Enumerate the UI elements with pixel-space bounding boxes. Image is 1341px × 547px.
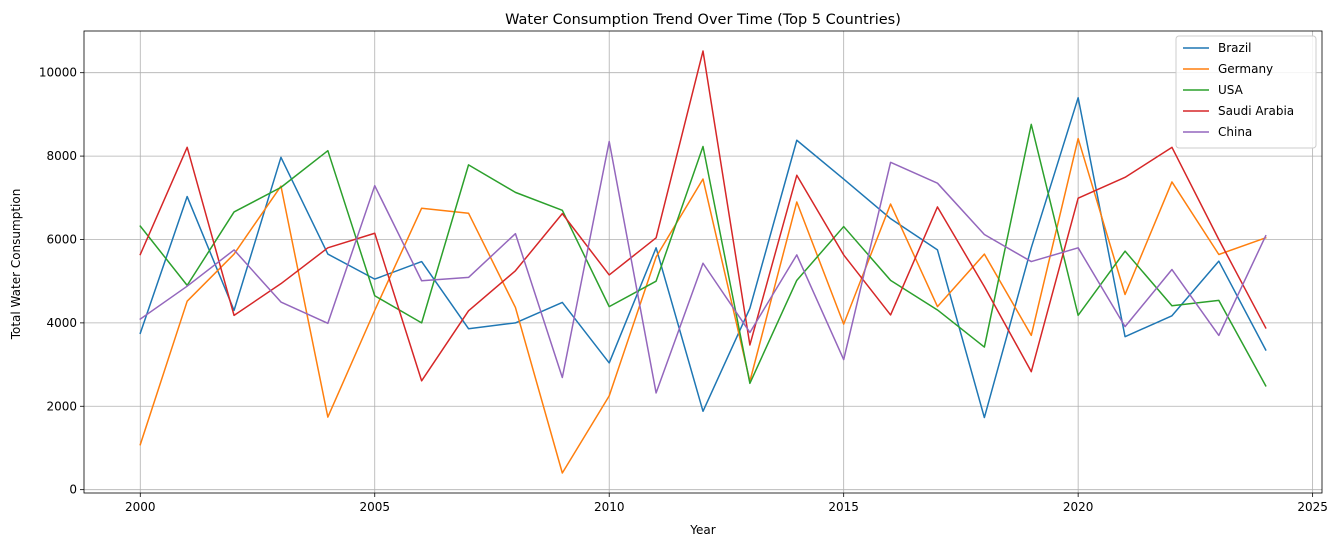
legend-label-saudi-arabia: Saudi Arabia	[1218, 104, 1294, 118]
legend-items: Brazil Germany USA Saudi Arabia China	[1183, 41, 1294, 139]
series-line-germany	[139, 137, 1267, 474]
series-line-brazil	[139, 96, 1267, 419]
y-axis-label: Total Water Consumption	[9, 189, 23, 341]
y-tick-label: 8000	[46, 149, 77, 163]
x-tick-label: 2005	[359, 500, 390, 514]
series-line-usa	[139, 123, 1267, 387]
x-axis-label: Year	[689, 523, 715, 537]
x-tick-label: 2000	[125, 500, 156, 514]
legend-box	[1175, 35, 1317, 149]
legend-label-usa: USA	[1218, 83, 1244, 97]
y-tick-label: 10000	[39, 66, 77, 80]
y-tick-label: 0	[69, 483, 77, 497]
series-lines	[139, 50, 1267, 474]
y-tick-label: 6000	[46, 232, 77, 246]
x-tick-label: 2010	[594, 500, 625, 514]
legend-label-brazil: Brazil	[1218, 41, 1252, 55]
legend-label-china: China	[1218, 125, 1252, 139]
legend-label-germany: Germany	[1218, 62, 1273, 76]
legend: Brazil Germany USA Saudi Arabia China	[1175, 35, 1317, 149]
chart-title: Water Consumption Trend Over Time (Top 5…	[505, 12, 901, 28]
series-line-saudi-arabia	[139, 50, 1267, 382]
x-tick-label: 2020	[1063, 500, 1094, 514]
x-tick-label: 2015	[828, 500, 859, 514]
x-tick-label: 2025	[1297, 500, 1328, 514]
x-axis-ticks: 2000 2005 2010 2015 2020 2025	[125, 493, 1328, 514]
y-axis-ticks: 0 2000 4000 6000 8000 10000	[39, 66, 84, 497]
plot-frame	[83, 30, 1323, 494]
y-tick-label: 2000	[46, 399, 77, 413]
series-line-china	[139, 140, 1267, 394]
y-tick-label: 4000	[46, 316, 77, 330]
